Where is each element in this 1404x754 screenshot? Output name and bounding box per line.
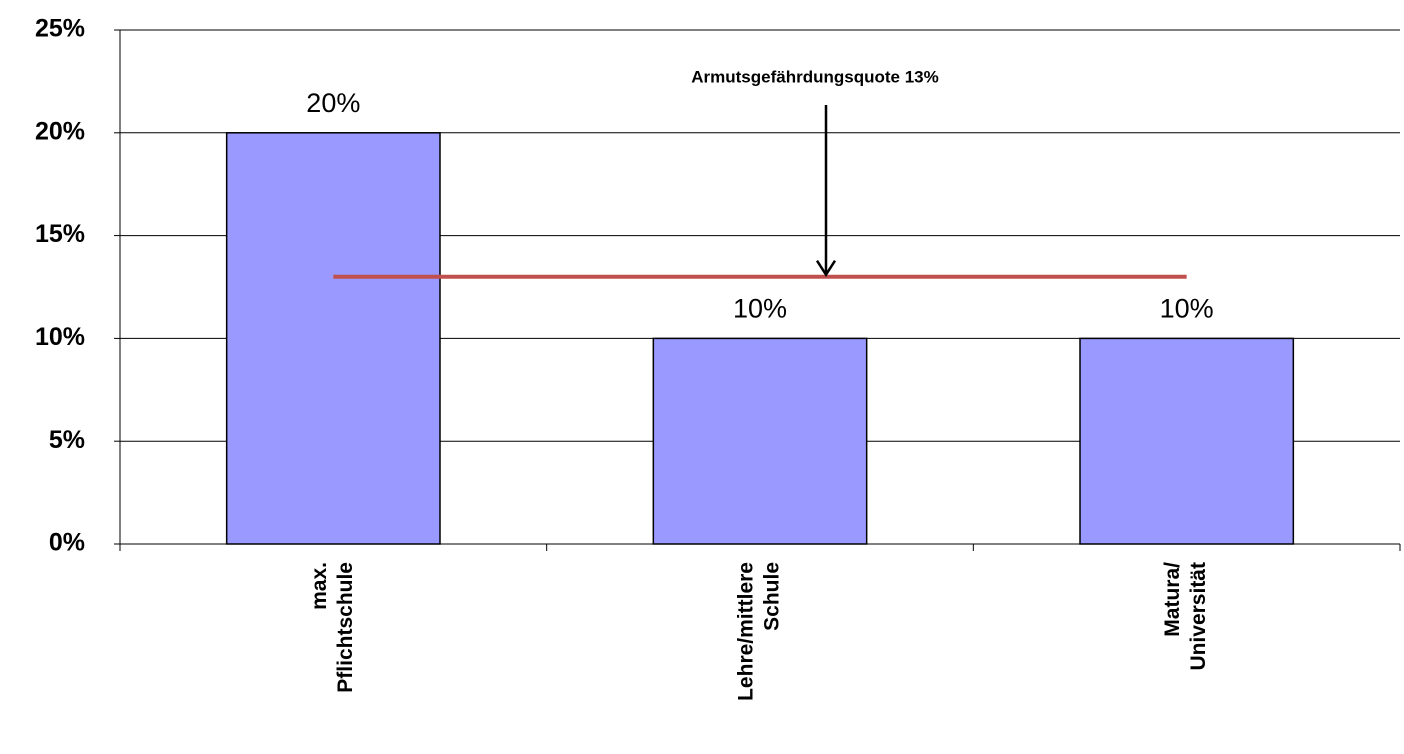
y-tick-label: 15% [35, 220, 85, 248]
x-tick-label: max. [308, 562, 331, 610]
value-label: 10% [733, 294, 787, 324]
annotation: Armutsgefährdungsquote 13% [691, 67, 938, 86]
x-tick-label: Universität [1187, 562, 1210, 671]
x-tick-label: Pflichtschule [334, 562, 357, 693]
x-tick-label: Matura/ [1161, 562, 1184, 637]
bar [1079, 337, 1295, 545]
bar [652, 337, 868, 545]
y-tick-label: 20% [35, 117, 85, 145]
annotation-arrowhead [815, 260, 837, 278]
y-tick-label: 25% [35, 15, 85, 43]
value-label: 20% [306, 88, 360, 118]
x-tick-label: Schule [761, 562, 784, 631]
value-label: 10% [1160, 294, 1214, 324]
bar [225, 132, 441, 545]
x-tick-label: Lehre/mittlere [735, 562, 758, 701]
y-tick-label: 0% [49, 529, 85, 557]
y-tick-label: 5% [49, 426, 85, 454]
y-tick-label: 10% [35, 323, 85, 351]
